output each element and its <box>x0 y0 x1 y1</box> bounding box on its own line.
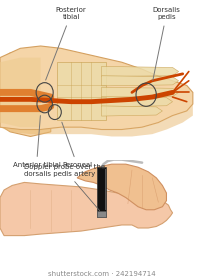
Text: Peroneal: Peroneal <box>62 122 92 168</box>
Polygon shape <box>104 169 105 210</box>
Polygon shape <box>0 58 40 127</box>
Polygon shape <box>101 87 178 97</box>
Polygon shape <box>101 76 178 86</box>
Polygon shape <box>101 97 172 107</box>
Polygon shape <box>0 48 50 136</box>
Polygon shape <box>57 62 105 120</box>
Text: Posterior
tibial: Posterior tibial <box>45 8 86 80</box>
Polygon shape <box>0 182 172 235</box>
Polygon shape <box>0 46 192 130</box>
Text: Doppler probe over the
dorsalis pedis artery: Doppler probe over the dorsalis pedis ar… <box>24 164 105 211</box>
Polygon shape <box>0 104 192 136</box>
Polygon shape <box>97 167 105 217</box>
Text: Dorsalis
pedis: Dorsalis pedis <box>152 8 180 80</box>
Polygon shape <box>97 211 105 217</box>
Polygon shape <box>101 66 178 77</box>
Polygon shape <box>101 106 162 116</box>
Text: Anterior tibial: Anterior tibial <box>13 116 60 168</box>
Text: shutterstock.com · 242194714: shutterstock.com · 242194714 <box>47 271 155 277</box>
Polygon shape <box>77 164 166 210</box>
